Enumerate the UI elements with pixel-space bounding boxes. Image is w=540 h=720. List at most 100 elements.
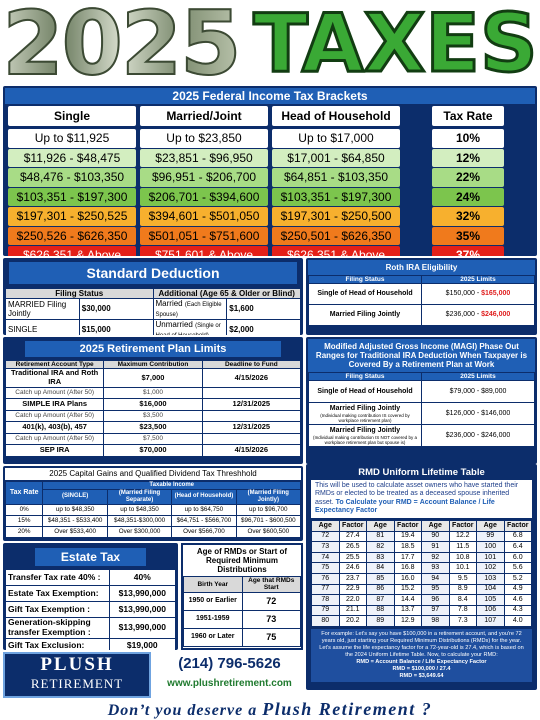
column-header: Age [476,519,505,532]
factor: 23.7 [338,572,367,585]
logo-line: PLUSH [40,654,114,675]
age-row: 1960 or Later 75 [183,627,301,647]
logo: PLUSH RETIREMENT [3,652,151,698]
section-title: Age of RMDs or Start of Required Minimum… [183,545,301,576]
roth-table: Filing Status 2025 Limits Single of Head o… [308,274,535,327]
additional-status: Unmarried (Single or Head of Household) [152,318,228,335]
capital-gains-table: Tax Rate Taxable Income (SINGLE) (Married F… [4,481,302,538]
deduction-amount: $30,000 [78,298,154,320]
account-type: Catch up Amount (After 50) [4,432,105,446]
factor: 20.2 [338,615,367,627]
column-header: 2025 Limits [421,274,535,285]
header-row: Tax Rate Taxable Income [4,481,301,505]
deadline: 12/31/2025 [201,398,302,411]
age: 75 [311,562,340,574]
estate-row: Estate Tax Exemption: $13,990,000 [5,585,177,602]
factor: 12.9 [393,615,422,627]
factor: 4.6 [503,594,532,606]
roth-row: Single of Head of Household $150,000 - $1… [308,283,535,306]
age: 80 [311,615,340,627]
example-line: For example: Let's say you have $100,000… [321,630,522,644]
tagline: Don’t you deserve a Plush Retirement ? [0,698,540,720]
header-row: Birth Year Age that RMDs Start [183,576,301,593]
max-contribution: $7,500 [103,432,203,446]
age: 97 [421,604,450,617]
column-header: Additional (Age 65 & Older or Blind) [152,287,301,300]
tax-rate: 37% [432,246,504,256]
age-row: 1951-1959 73 [183,609,301,629]
tax-rate: 22% [432,168,504,187]
header-row: (SINGLE) (Married Filing Separate) (Head o… [6,488,302,505]
limit: $236,000 - $246,000 [421,424,535,448]
section-title: RMD Uniform Lifetime Table [308,466,535,480]
rmd-age: Age of RMDs or Start of Required Minimum… [181,543,303,650]
group-header: Taxable Income [42,481,301,490]
label: Gift Tax Exclusion: [5,637,110,650]
bracket-range: $103,351 - $197,300 [272,187,400,206]
capital-gains: 2025 Capital Gains and Qualified Dividen… [3,466,303,541]
intro-text: This will be used to calculate asset own… [315,482,519,506]
section-title: 2025 Capital Gains and Qualified Dividen… [5,468,301,480]
tax-rate: 12% [432,148,504,167]
tax-brackets: 2025 Federal Income Tax Brackets Single Ma… [3,86,537,256]
status: Unmarried [155,319,193,329]
factor: 12.2 [448,530,477,543]
start-age: 75 [241,627,301,647]
column-header: Factor [503,519,532,532]
value: $13,990,000 [108,601,177,618]
gains-row: 15% $48,351 - $533,400 $48,351-$300,000 $64… [4,514,302,527]
factor: 27.4 [338,530,367,543]
rmd-age-table: Birth Year Age that RMDs Start 1950 or Ear… [183,576,301,647]
additional-amount: $1,600 [226,298,301,320]
note: (Individual making contribution IS NOT c… [313,434,417,445]
note: (Each Eligible Spouse) [155,302,222,319]
status: Married Filing Jointly [329,404,401,412]
column-header: Deadline to Fund [201,359,302,370]
factor: 4.9 [503,583,532,596]
max-contribution: $7,000 [103,368,203,388]
age: 88 [366,604,395,617]
estate-row: Transfer Tax rate 40% :40% [5,569,177,586]
bracket-range: Up to $23,850 [140,129,268,148]
column-header: 2025 Limits [421,371,535,382]
income-range: Over $300,000 [106,525,173,538]
header-row: Filing Status Additional (Age 65 & Older … [5,287,301,300]
label: Transfer Tax rate 40% : [5,569,110,586]
additional-amount: $2,000 [226,318,301,335]
bracket-range: Up to $17,000 [272,129,400,148]
bracket-range: $206,701 - $394,600 [140,187,268,206]
section-title: Estate Tax [35,548,146,566]
income-range: up to $64,750 [171,503,237,516]
roth-row: Married Filing Jointly $236,000 - $246,00… [308,304,535,327]
column-header: Maximum Contribution [103,359,203,370]
column-header: Filing Status [308,274,422,285]
deadline: 12/31/2025 [201,421,302,434]
age: 81 [366,530,395,543]
example-line: RMD = $3,649.64 [399,672,444,679]
factor-row: 76 23.7 85 16.0 94 9.5 103 5.2 [311,572,532,585]
bracket-range: $394,601 - $501,050 [140,207,268,226]
limit-row: Traditional IRA and Roth IRA $7,000 4/15/2… [4,368,302,388]
factor: 21.1 [338,604,367,617]
note: (Individual making contribution IS cover… [320,412,410,423]
column-header: Single [8,106,136,126]
table-wrap: Age Factor Age Factor Age Factor Age Factor 72 27… [311,519,532,627]
age: 100 [476,541,505,553]
bracket-range: $626,351 & Above [272,246,400,256]
estate-row: Gift Tax Exemption : $13,990,000 [5,601,177,618]
income-range: $48,351-$300,000 [106,514,173,527]
age: 105 [476,594,505,606]
age: 94 [421,572,450,585]
account-type: Catch up Amount (After 50) [4,409,105,423]
max-contribution: $23,500 [103,421,203,434]
deduction-table: Filing Status Additional (Age 65 & Older … [5,287,301,335]
filing-status: Married Filing Jointly (Individual making… [308,402,422,426]
factor: 6.4 [503,541,532,553]
limit: $126,000 - $146,000 [421,402,535,426]
tax-rate: 32% [432,207,504,226]
age: 87 [366,594,395,606]
start-age: 73 [241,609,301,629]
limit: $79,000 - $89,000 [421,380,535,404]
column-header: Tax Rate [4,481,44,505]
